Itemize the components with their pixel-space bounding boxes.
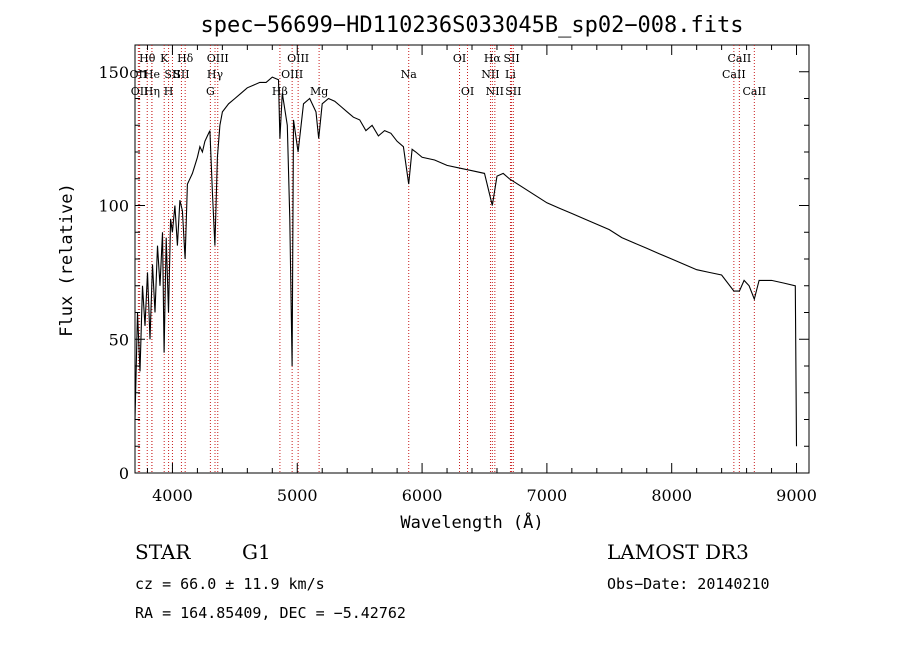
spectral-line-label: Mg [310, 85, 328, 98]
spectral-line-label: Hδ [177, 52, 194, 65]
y-axis-label: Flux (relative) [57, 183, 77, 337]
y-axis: 0 50 100 150 [98, 63, 809, 483]
x-tick-label: 5000 [277, 486, 318, 505]
y-tick-label: 150 [98, 63, 129, 82]
plot-frame [134, 44, 810, 474]
spectral-line-label: Hα [484, 52, 502, 65]
spectral-line-label: OIII [207, 52, 229, 65]
x-axis-label: Wavelength (Å) [400, 511, 543, 533]
info-panel: STAR G1 LAMOST DR3 cz = 66.0 ± 11.9 km/s… [135, 540, 770, 622]
y-tick-label: 50 [109, 330, 129, 349]
spectral-line-label: He [144, 68, 160, 81]
spectral-line-label: NII [481, 68, 499, 81]
y-tick-label: 100 [98, 197, 129, 216]
x-tick-label: 4000 [152, 486, 193, 505]
spectral-line-label: OIII [281, 68, 303, 81]
obs-date: Obs−Date: 20140210 [607, 575, 770, 593]
x-tick-label: 7000 [527, 486, 568, 505]
spectral-line-label: OI [453, 52, 466, 65]
spectral-line-label: OII [131, 85, 149, 98]
spectral-line-label: Hη [144, 85, 160, 98]
object-class: STAR [135, 540, 191, 564]
x-tick-label: 8000 [651, 486, 692, 505]
spectral-line-label: CaII [722, 68, 746, 81]
spectrum-line [134, 76, 798, 447]
spectral-line-label: Hγ [207, 68, 224, 81]
survey-name: LAMOST DR3 [607, 540, 749, 564]
spectral-line-label: SII [173, 68, 189, 81]
spectral-line-label: OIII [287, 52, 309, 65]
spectral-lines [137, 45, 755, 473]
subclass: G1 [242, 540, 271, 564]
redshift-text: cz = 66.0 ± 11.9 km/s [135, 575, 325, 593]
spectral-line-label: CaII [742, 85, 766, 98]
spectral-line-label: Hθ [139, 52, 156, 65]
spectral-line-label: CaII [728, 52, 752, 65]
spectral-line-label: K [160, 52, 169, 65]
spectral-line-label: Hβ [272, 85, 288, 98]
y-tick-label: 0 [119, 464, 129, 483]
spectral-line-label: NII [486, 85, 504, 98]
x-axis: 4000 5000 6000 7000 8000 9000 [146, 45, 817, 505]
spectral-line-label: Li [505, 68, 516, 81]
spectral-line-label: Na [401, 68, 418, 81]
spectral-line-label: SII [505, 85, 521, 98]
x-tick-label: 9000 [776, 486, 817, 505]
x-tick-label: 6000 [402, 486, 443, 505]
coordinates-text: RA = 164.85409, DEC = −5.42762 [135, 604, 406, 622]
chart-title: spec−56699−HD110236S033045B_sp02−008.fit… [200, 13, 743, 38]
spectral-line-label: G [206, 85, 215, 98]
spectral-line-label: H [164, 85, 174, 98]
spectral-line-label: SII [503, 52, 519, 65]
spectral-line-label: SII [164, 68, 180, 81]
spectral-line-label: OI [461, 85, 474, 98]
